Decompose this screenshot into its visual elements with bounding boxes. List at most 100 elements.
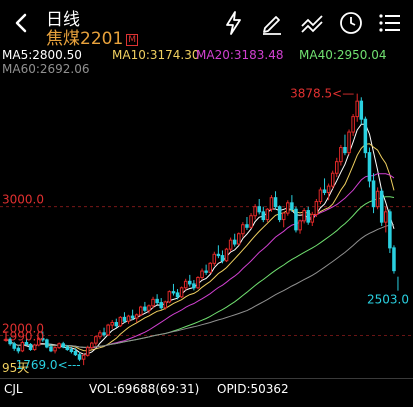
candle-body — [171, 291, 176, 294]
candle-body — [286, 202, 290, 214]
candle-body — [196, 276, 200, 289]
candle-body — [36, 338, 41, 346]
candle-body — [41, 338, 45, 341]
instrument-label: 焦煤2201 — [46, 29, 124, 49]
candle-body — [314, 201, 319, 215]
candle-body — [228, 239, 233, 250]
candle-body — [12, 343, 16, 349]
candle-body — [306, 210, 310, 223]
candlestick-chart[interactable]: 3000.0 2000.0 3878.5<— 1769.0<--- 1990.0 2503… — [0, 74, 413, 378]
volume-readout: VOL:69688(69:31) — [89, 382, 200, 396]
candle-body — [143, 306, 147, 311]
ma5-line — [5, 123, 395, 355]
candle-body — [57, 343, 61, 349]
ma60-line — [5, 224, 395, 348]
candle-body — [388, 211, 392, 249]
draw-lines-icon[interactable] — [298, 9, 326, 37]
candle-body — [24, 341, 29, 345]
candle-body — [45, 339, 49, 348]
candle-body — [392, 247, 396, 272]
candle-body — [61, 343, 65, 348]
clock-icon[interactable] — [337, 9, 365, 37]
instrument-name[interactable]: 焦煤2201 M — [46, 24, 139, 49]
ma10-line — [5, 143, 395, 352]
candle-body — [212, 253, 217, 264]
candle-body — [339, 146, 343, 163]
candle-body — [20, 341, 25, 352]
candle-body — [200, 270, 204, 278]
candle-body — [94, 336, 98, 344]
candle-body — [261, 211, 266, 221]
candle-body — [139, 306, 143, 316]
candle-body — [159, 302, 163, 309]
candle-body — [330, 172, 335, 187]
candle-body — [371, 180, 376, 208]
candle-body — [183, 280, 188, 289]
open-interest-readout: OPID:50362 — [217, 382, 289, 396]
candle-body — [134, 314, 139, 319]
candle-body — [322, 189, 327, 194]
candle-body — [269, 197, 274, 210]
candle-body — [298, 220, 302, 231]
candle-body — [265, 208, 270, 221]
last-price-label: 2503.0 — [367, 293, 409, 307]
candle-body — [379, 190, 384, 223]
candle-body — [220, 255, 225, 262]
candle-body — [130, 315, 135, 319]
pen-icon[interactable] — [258, 9, 286, 37]
candle-body — [32, 344, 37, 351]
candle-body — [90, 342, 94, 349]
candle-body — [384, 211, 388, 223]
candle-body — [204, 270, 208, 273]
candle-body — [69, 349, 74, 352]
candle-body — [8, 338, 12, 345]
candle-body — [163, 301, 168, 309]
candle-body — [192, 283, 196, 289]
candle-body — [179, 287, 184, 298]
ma10-label: MA10:3174.30 — [112, 48, 200, 62]
candle-body — [102, 332, 106, 336]
candle-body — [257, 206, 261, 213]
candle-body — [232, 239, 237, 245]
candle-body — [359, 100, 364, 120]
candle-body — [302, 210, 306, 222]
candle-body — [310, 213, 315, 223]
candle-body — [114, 322, 119, 327]
header: 日线 焦煤2201 M — [0, 0, 413, 49]
candle-body — [318, 189, 323, 203]
candle-body — [147, 305, 151, 311]
candle-body — [335, 161, 339, 174]
indicator-bar: CJL VOL:69688(69:31) OPID:50362 — [0, 378, 413, 407]
candle-body — [106, 324, 110, 336]
candle-body — [273, 197, 278, 208]
candle-body — [155, 298, 159, 304]
ma40-label: MA40:2950.04 — [299, 48, 387, 62]
candle-body — [77, 354, 82, 360]
candle-body — [65, 346, 70, 351]
candle-body — [28, 343, 33, 351]
candle-body — [73, 350, 78, 356]
candle-body — [81, 354, 86, 360]
lightning-icon[interactable] — [220, 9, 248, 37]
candle-body — [4, 338, 8, 342]
high-price-marker: 3878.5<— — [290, 87, 354, 101]
candle-body — [188, 280, 192, 285]
candle-body — [122, 316, 127, 322]
candle-body — [326, 185, 331, 194]
cjl-label[interactable]: CJL — [4, 382, 23, 396]
candle-body — [249, 215, 253, 228]
candle-body — [367, 152, 372, 182]
duration-label: 95天 — [2, 361, 29, 375]
candle-body — [351, 116, 355, 133]
menu-icon[interactable] — [376, 9, 404, 37]
candle-body — [363, 118, 368, 154]
candle-body — [237, 233, 241, 245]
candle-body — [167, 291, 172, 303]
back-chevron-icon[interactable] — [6, 8, 36, 38]
candle-body — [126, 315, 131, 322]
candle-body — [208, 262, 212, 273]
candle-body — [294, 208, 298, 231]
candle-body — [49, 346, 53, 352]
page-title: 日线 — [46, 10, 80, 30]
candle-body — [355, 100, 359, 118]
